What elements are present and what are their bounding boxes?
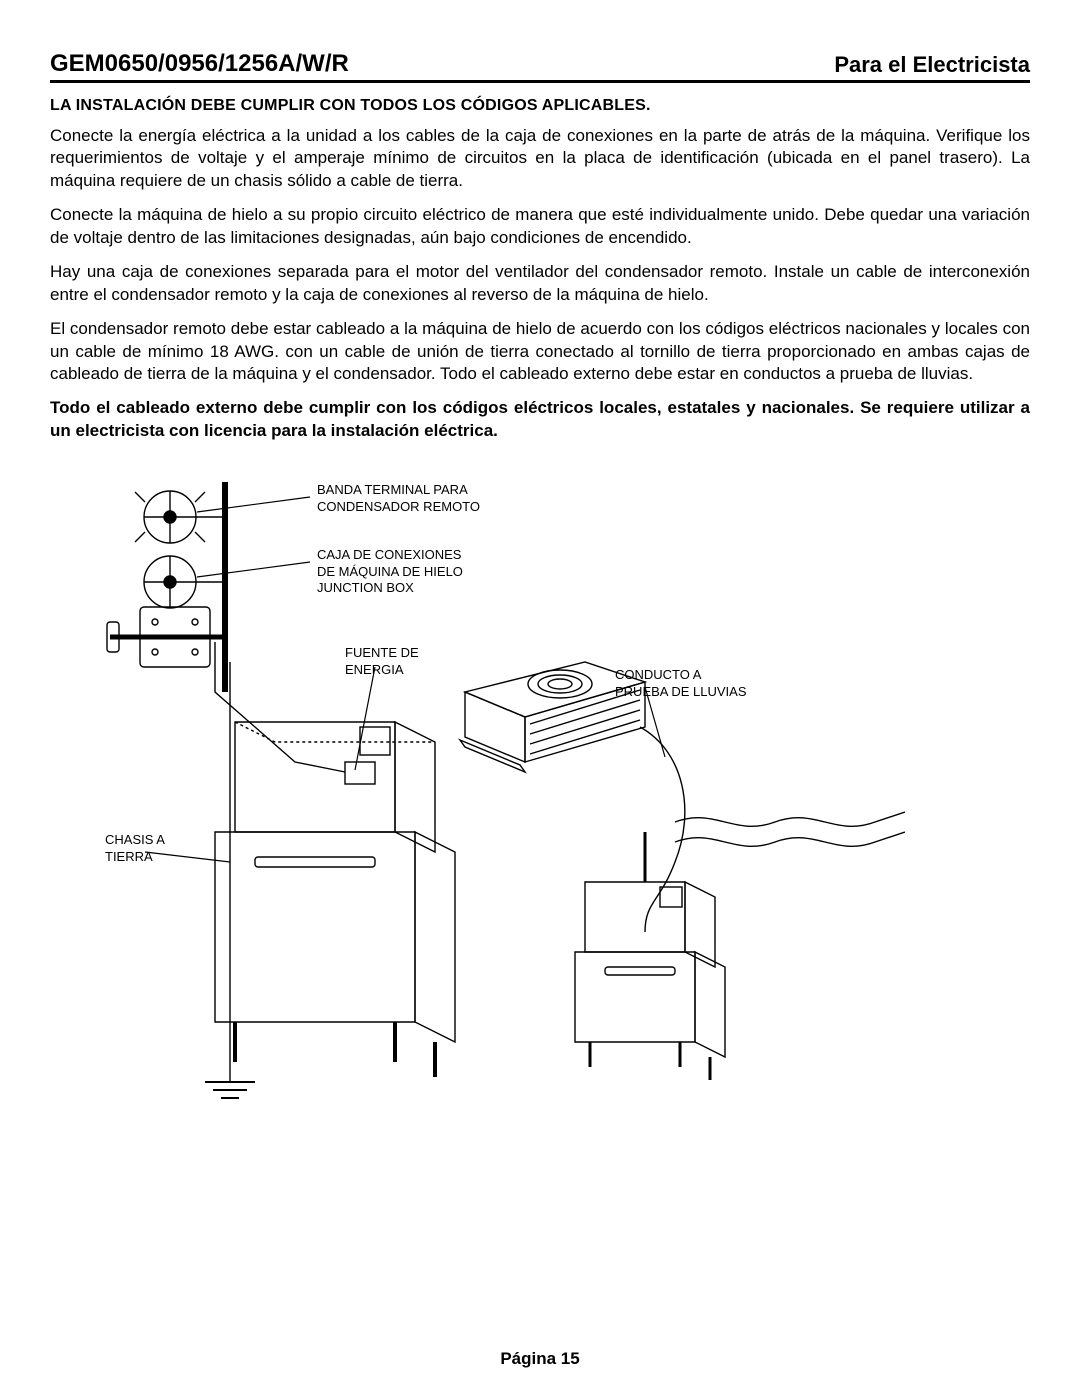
paragraph-5-bold: Todo el cableado externo debe cumplir co… bbox=[50, 397, 1030, 442]
label-terminal-strip: BANDA TERMINAL PARA CONDENSADOR REMOTO bbox=[317, 482, 480, 515]
header-model: GEM0650/0956/1256A/W/R bbox=[50, 50, 349, 78]
wiring-diagram-svg bbox=[85, 462, 905, 1102]
paragraph-3: Hay una caja de conexiones separada para… bbox=[50, 261, 1030, 306]
paragraph-1: Conecte la energía eléctrica a la unidad… bbox=[50, 125, 1030, 192]
label-junction-box: CAJA DE CONEXIONES DE MÁQUINA DE HIELO J… bbox=[317, 547, 463, 596]
page-root: GEM0650/0956/1256A/W/R Para el Electrici… bbox=[0, 0, 1080, 1397]
paragraph-2: Conecte la máquina de hielo a su propio … bbox=[50, 204, 1030, 249]
label-chassis-ground: CHASIS A TIERRA bbox=[105, 832, 165, 865]
header-section: Para el Electricista bbox=[834, 52, 1030, 78]
header-row: GEM0650/0956/1256A/W/R Para el Electrici… bbox=[50, 50, 1030, 83]
paragraph-4: El condensador remoto debe estar cablead… bbox=[50, 318, 1030, 385]
label-power-supply: FUENTE DE ENERGIA bbox=[345, 645, 419, 678]
wiring-diagram: BANDA TERMINAL PARA CONDENSADOR REMOTO C… bbox=[85, 462, 905, 1102]
subheading: LA INSTALACIÓN DEBE CUMPLIR CON TODOS LO… bbox=[50, 97, 1030, 115]
page-number: Página 15 bbox=[0, 1349, 1080, 1369]
label-conduit: CONDUCTO A PRUEBA DE LLUVIAS bbox=[615, 667, 747, 700]
